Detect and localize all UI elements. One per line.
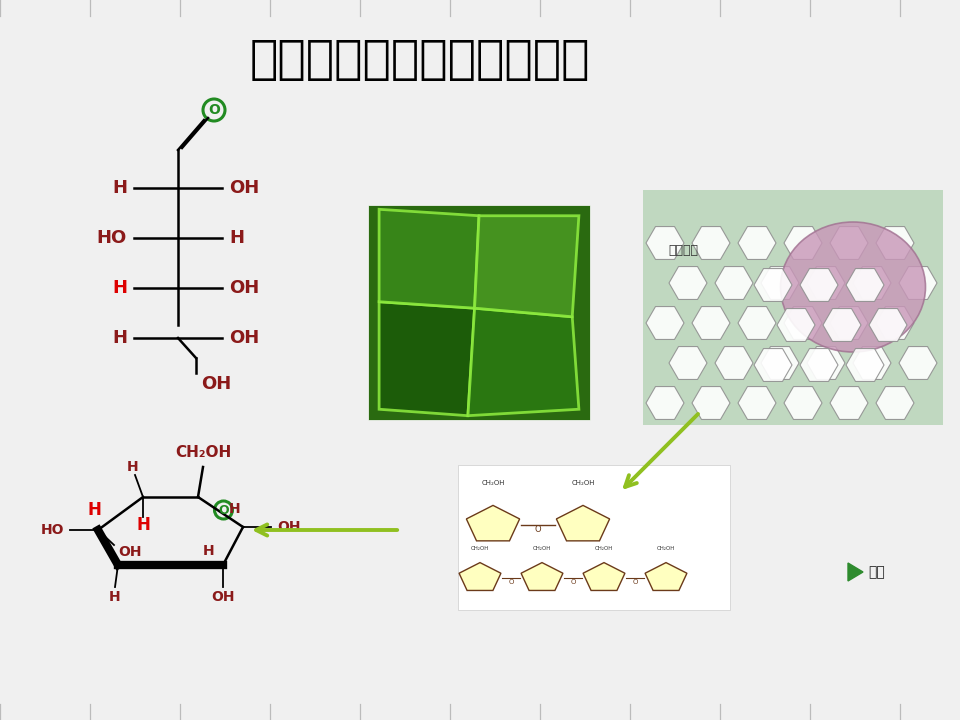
Polygon shape	[467, 505, 519, 541]
Polygon shape	[669, 346, 707, 379]
Polygon shape	[899, 346, 937, 379]
Ellipse shape	[780, 222, 925, 352]
Polygon shape	[754, 269, 792, 302]
Bar	[458, 465, 730, 610]
Text: O: O	[208, 103, 220, 117]
Text: 糖代谢紊乱的生物化学检验: 糖代谢紊乱的生物化学检验	[250, 37, 590, 83]
Polygon shape	[754, 348, 792, 382]
Polygon shape	[876, 227, 914, 259]
Text: O: O	[508, 579, 514, 585]
Polygon shape	[823, 309, 861, 341]
Polygon shape	[692, 387, 730, 420]
Polygon shape	[692, 307, 730, 339]
Text: OH: OH	[211, 590, 235, 604]
Polygon shape	[379, 302, 474, 415]
Text: OH: OH	[229, 179, 259, 197]
Polygon shape	[784, 307, 822, 339]
Polygon shape	[521, 562, 563, 590]
Polygon shape	[784, 387, 822, 420]
Text: H: H	[127, 460, 139, 474]
Text: OH: OH	[229, 329, 259, 347]
Polygon shape	[715, 266, 753, 300]
Polygon shape	[876, 307, 914, 339]
Text: H: H	[229, 229, 244, 247]
Polygon shape	[715, 346, 753, 379]
Text: H: H	[112, 329, 127, 347]
Polygon shape	[468, 308, 579, 415]
Polygon shape	[692, 227, 730, 259]
Polygon shape	[646, 307, 684, 339]
Polygon shape	[800, 348, 838, 382]
Polygon shape	[738, 227, 776, 259]
Text: H: H	[229, 502, 241, 516]
Text: CH₂OH: CH₂OH	[175, 444, 231, 459]
Text: 目录: 目录	[868, 565, 885, 579]
Text: CH₂OH: CH₂OH	[533, 546, 551, 551]
Text: CH₂OH: CH₂OH	[481, 480, 505, 486]
Polygon shape	[800, 269, 838, 302]
Text: OH: OH	[229, 279, 259, 297]
Polygon shape	[830, 227, 868, 259]
Polygon shape	[761, 346, 799, 379]
Text: H: H	[136, 516, 150, 534]
Polygon shape	[807, 266, 845, 300]
Text: CH₂OH: CH₂OH	[571, 480, 595, 486]
Polygon shape	[557, 505, 610, 541]
Polygon shape	[853, 266, 891, 300]
Polygon shape	[459, 562, 501, 590]
Polygon shape	[899, 266, 937, 300]
Polygon shape	[846, 348, 884, 382]
Polygon shape	[853, 346, 891, 379]
Polygon shape	[830, 307, 868, 339]
Text: H: H	[109, 590, 121, 604]
Polygon shape	[474, 216, 579, 317]
Text: CH₂OH: CH₂OH	[657, 546, 675, 551]
Text: CH₂OH: CH₂OH	[470, 546, 490, 551]
Polygon shape	[777, 309, 815, 341]
Polygon shape	[646, 227, 684, 259]
Bar	[368, 205, 590, 420]
Text: O: O	[535, 526, 541, 534]
Polygon shape	[830, 387, 868, 420]
Polygon shape	[645, 562, 687, 590]
Bar	[643, 190, 943, 425]
Polygon shape	[646, 387, 684, 420]
Polygon shape	[738, 307, 776, 339]
Polygon shape	[669, 266, 707, 300]
Text: O: O	[218, 503, 228, 516]
Polygon shape	[583, 562, 625, 590]
Text: HO: HO	[40, 523, 64, 537]
Text: OH: OH	[118, 545, 141, 559]
Text: OH: OH	[277, 520, 300, 534]
Polygon shape	[846, 269, 884, 302]
Polygon shape	[876, 387, 914, 420]
Polygon shape	[784, 227, 822, 259]
Text: H: H	[112, 279, 127, 297]
Text: H: H	[112, 179, 127, 197]
Polygon shape	[869, 309, 907, 341]
Polygon shape	[807, 346, 845, 379]
Text: O: O	[570, 579, 576, 585]
Polygon shape	[761, 266, 799, 300]
Text: OH: OH	[201, 375, 231, 393]
Text: H: H	[204, 544, 215, 558]
Text: O: O	[633, 579, 637, 585]
Polygon shape	[379, 210, 479, 308]
Text: CH₂OH: CH₂OH	[595, 546, 613, 551]
Polygon shape	[848, 563, 863, 581]
Polygon shape	[738, 387, 776, 420]
Text: H: H	[87, 501, 101, 519]
Text: HO: HO	[97, 229, 127, 247]
Text: 淠粉食粒: 淠粉食粒	[668, 243, 698, 256]
